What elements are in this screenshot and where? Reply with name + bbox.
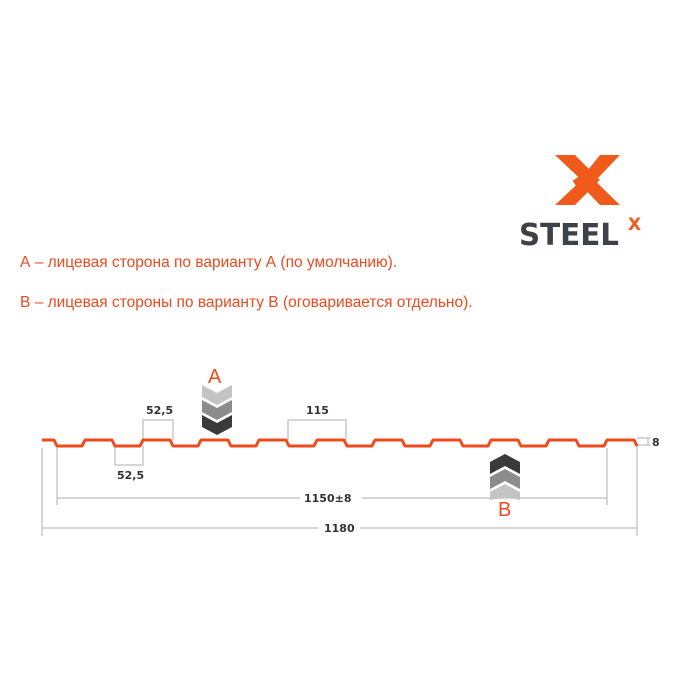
side-b-label: B [498,499,511,521]
side-b-arrows-icon [490,454,520,500]
dimension-lines [41,419,650,536]
dim-useful-width: 1150±8 [304,492,352,505]
steelx-logo: STEEL X [519,155,641,253]
dim-bottom-width: 52,5 [117,469,144,482]
side-a-label: A [208,366,222,388]
logo-superscript: X [628,215,641,235]
dim-pitch: 115 [306,404,329,417]
side-a-arrows-icon [202,385,232,435]
note-side-b: В – лицевая стороны по варианту В (огова… [20,294,473,311]
dim-height: 8 [652,436,660,449]
logo-text: STEEL [519,218,619,253]
logo-x-mark [555,155,620,205]
note-side-a: А – лицевая сторона по варианту А (по ум… [20,254,398,271]
sheet-profile [42,438,639,448]
dim-total-width: 1180 [324,522,355,535]
dim-top-width: 52,5 [146,404,173,417]
